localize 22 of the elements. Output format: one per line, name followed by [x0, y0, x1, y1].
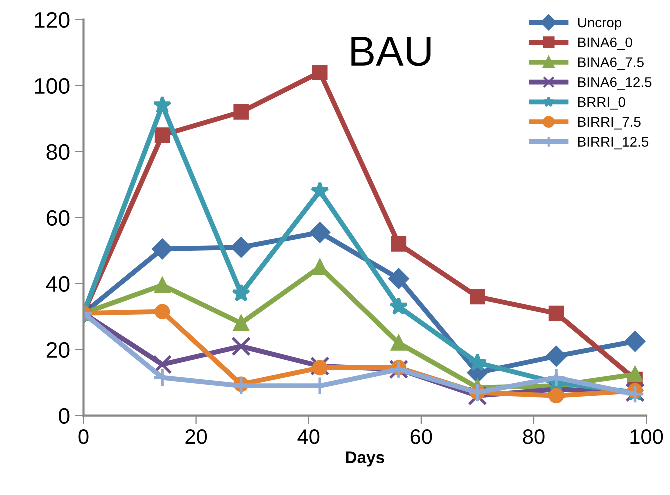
- legend-label: BIRRI_7.5: [578, 117, 641, 130]
- x-tick-label: 0: [78, 430, 89, 444]
- y-tick-label: 100: [35, 78, 70, 94]
- legend-label: BIRRI_12.5: [578, 137, 649, 150]
- y-tick-label: 0: [59, 408, 70, 424]
- legend-label: BRRI_0: [578, 97, 626, 110]
- x-tick-label: 80: [523, 430, 545, 444]
- y-tick-label: 40: [46, 276, 70, 292]
- y-tick-label: 20: [46, 342, 70, 358]
- legend-label: Uncrop: [578, 18, 622, 30]
- legend-label: BINA6_7.5: [578, 58, 644, 70]
- y-tick-label: 80: [46, 144, 70, 160]
- y-tick-label: 120: [35, 12, 70, 28]
- x-tick-label: 20: [186, 430, 208, 444]
- x-tick-label: 60: [410, 430, 432, 444]
- annotation: BAU: [352, 37, 431, 66]
- x-tick-label: 100: [630, 430, 664, 444]
- x-tick-label: 40: [298, 430, 320, 444]
- y-tick-label: 60: [46, 210, 70, 226]
- x-axis-title: Days: [346, 452, 384, 467]
- legend-label: BINA6_0: [578, 38, 632, 50]
- legend-label: BINA6_12.5: [578, 77, 652, 90]
